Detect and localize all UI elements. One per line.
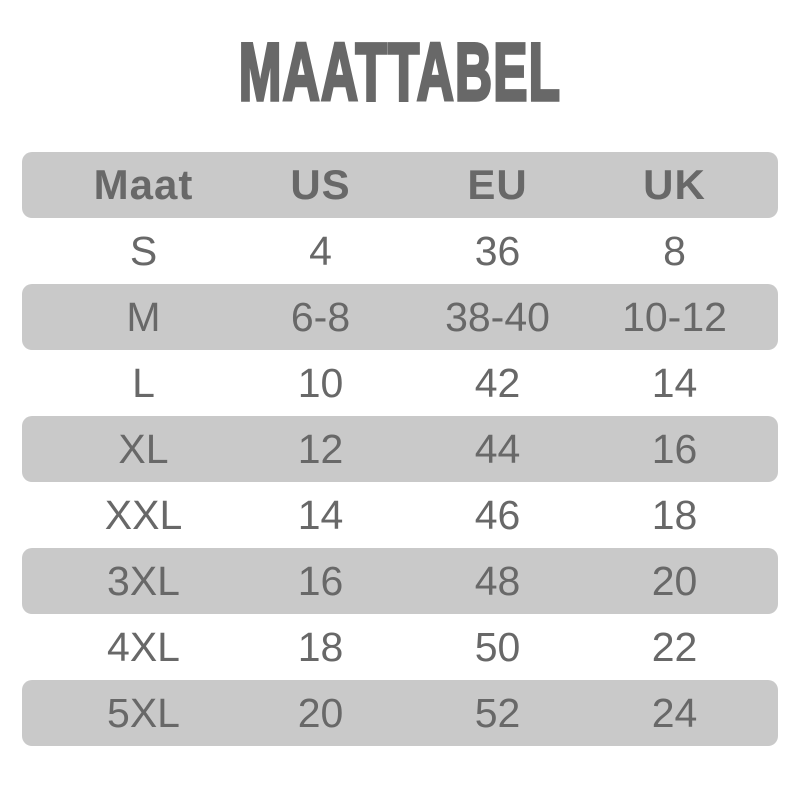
table-row: S 4 36 8	[22, 218, 778, 284]
cell-uk-value: 18	[651, 491, 698, 538]
header-cell-eu: EU	[467, 161, 528, 208]
table-row: XXL 14 46 18	[22, 482, 778, 548]
cell-size-label: XXL	[104, 491, 183, 538]
cell-uk-value: 8	[663, 227, 686, 274]
header-cell-uk: UK	[643, 161, 706, 208]
cell-us-value: 16	[297, 557, 344, 604]
header-cell-us: US	[290, 161, 351, 208]
cell-us-value: 10	[297, 359, 344, 406]
cell-us-value: 20	[297, 689, 344, 736]
page-title: MAATTABEL	[238, 27, 562, 118]
table-row: XL 12 44 16	[22, 416, 778, 482]
cell-eu-value: 42	[474, 359, 521, 406]
cell-us-value: 6-8	[290, 293, 351, 340]
cell-us-value: 14	[297, 491, 344, 538]
cell-uk-value: 10-12	[622, 293, 727, 340]
cell-size-label: M	[126, 293, 161, 340]
table-row: 4XL 18 50 22	[22, 614, 778, 680]
cell-eu-value: 36	[474, 227, 521, 274]
page-title-wrap: MAATTABEL	[0, 27, 800, 118]
cell-uk-value: 16	[651, 425, 698, 472]
cell-size-label: L	[132, 359, 155, 406]
cell-eu-value: 52	[474, 689, 521, 736]
cell-eu-value: 46	[474, 491, 521, 538]
cell-uk-value: 22	[651, 623, 698, 670]
cell-size-label: S	[129, 227, 158, 274]
table-row: 5XL 20 52 24	[22, 680, 778, 746]
cell-size-label: XL	[118, 425, 169, 472]
cell-eu-value: 50	[474, 623, 521, 670]
cell-us-value: 18	[297, 623, 344, 670]
cell-size-label: 3XL	[107, 557, 180, 604]
cell-uk-value: 20	[651, 557, 698, 604]
table-header-row: Maat US EU UK	[22, 152, 778, 218]
cell-eu-value: 44	[474, 425, 521, 472]
size-table: Maat US EU UK S 4 36 8 M 6-8 38-40 10-12…	[22, 152, 778, 746]
table-row: 3XL 16 48 20	[22, 548, 778, 614]
cell-size-label: 4XL	[107, 623, 180, 670]
table-row: L 10 42 14	[22, 350, 778, 416]
header-cell-maat: Maat	[93, 161, 194, 208]
cell-size-label: 5XL	[107, 689, 180, 736]
cell-uk-value: 14	[651, 359, 698, 406]
table-row: M 6-8 38-40 10-12	[22, 284, 778, 350]
cell-uk-value: 24	[651, 689, 698, 736]
cell-eu-value: 48	[474, 557, 521, 604]
cell-us-value: 4	[309, 227, 332, 274]
cell-eu-value: 38-40	[445, 293, 550, 340]
cell-us-value: 12	[297, 425, 344, 472]
